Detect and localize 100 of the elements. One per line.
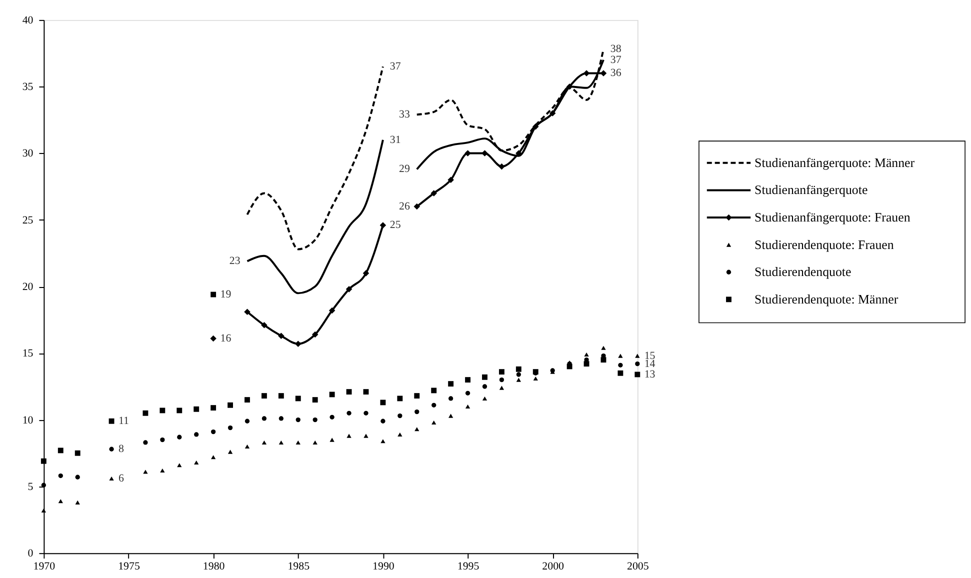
point	[75, 500, 80, 504]
point	[210, 405, 216, 411]
point	[362, 270, 370, 276]
point	[465, 377, 470, 383]
point	[430, 190, 437, 196]
point	[244, 444, 250, 448]
point	[346, 410, 352, 416]
y-tick-label: 25	[22, 214, 34, 226]
point	[261, 393, 267, 399]
y-tick-label: 40	[22, 14, 34, 26]
point	[330, 414, 334, 420]
point	[346, 286, 352, 292]
x-tick-label: 2005	[626, 560, 650, 572]
data-label: 14	[644, 358, 656, 370]
data-label: 19	[220, 288, 232, 300]
point	[228, 450, 233, 454]
legend-label: Studienanfängerquote	[754, 183, 868, 198]
point	[398, 432, 402, 436]
point	[312, 440, 318, 444]
point	[448, 396, 454, 401]
data-label: 36	[610, 67, 622, 80]
point	[312, 417, 318, 422]
point	[210, 335, 216, 342]
point	[635, 362, 640, 366]
point	[58, 473, 63, 478]
point	[143, 470, 148, 474]
point	[398, 413, 402, 418]
point	[194, 406, 200, 412]
point	[160, 408, 166, 414]
data-label: 25	[390, 219, 402, 232]
point	[58, 448, 64, 454]
point	[364, 410, 368, 416]
point	[583, 70, 590, 76]
point	[278, 416, 284, 421]
point	[499, 377, 504, 382]
point	[380, 439, 386, 444]
point	[108, 418, 114, 424]
point	[41, 482, 46, 488]
point	[294, 340, 302, 347]
x-tick-label: 1975	[118, 560, 140, 572]
annotation: 23	[229, 255, 241, 268]
point	[176, 408, 182, 414]
point	[618, 354, 623, 358]
point	[160, 468, 165, 472]
legend-label: Studienanfängerquote: Männer	[754, 156, 916, 170]
point	[210, 455, 216, 460]
data-label: 6	[118, 472, 124, 484]
point	[448, 414, 454, 418]
y-tick-label: 20	[22, 280, 34, 293]
point	[516, 366, 522, 372]
point	[600, 357, 606, 363]
point	[397, 396, 403, 402]
point	[296, 417, 300, 422]
y-tick-label: 15	[22, 348, 34, 360]
point	[414, 393, 420, 399]
point	[448, 176, 454, 184]
point	[363, 389, 369, 395]
point	[364, 434, 368, 438]
point	[465, 390, 470, 396]
data-label: 16	[220, 332, 232, 344]
point	[516, 372, 521, 377]
point	[244, 308, 250, 315]
data-label: 37	[390, 60, 402, 73]
point	[482, 396, 488, 400]
data-label: 37	[610, 54, 622, 66]
point	[295, 396, 301, 402]
x-tick-label: 1995	[457, 560, 480, 572]
point	[532, 123, 539, 130]
point	[499, 386, 504, 390]
x-tick-label: 1980	[202, 560, 226, 572]
point	[74, 450, 80, 456]
point	[566, 364, 572, 370]
y-tick-label: 5	[28, 480, 34, 493]
point	[177, 463, 182, 468]
x-tick-label: 1970	[33, 560, 56, 572]
point	[143, 440, 148, 445]
point	[109, 446, 114, 452]
point	[58, 499, 63, 504]
point	[41, 508, 46, 512]
point	[634, 372, 640, 378]
point	[448, 381, 454, 387]
y-tick-label: 10	[22, 414, 34, 426]
point	[244, 397, 250, 403]
point	[601, 346, 606, 350]
point	[635, 354, 640, 358]
point	[533, 376, 538, 381]
point	[210, 429, 216, 434]
point	[278, 332, 284, 339]
point	[312, 397, 318, 403]
point	[584, 352, 589, 357]
point	[566, 83, 573, 90]
point	[465, 404, 470, 408]
point	[244, 418, 250, 424]
data-label: 38	[610, 43, 622, 56]
point	[194, 432, 199, 437]
legend-label: Studierendenquote	[754, 265, 852, 280]
point	[296, 440, 300, 444]
point	[312, 331, 318, 338]
point	[75, 474, 80, 480]
point	[109, 476, 114, 480]
